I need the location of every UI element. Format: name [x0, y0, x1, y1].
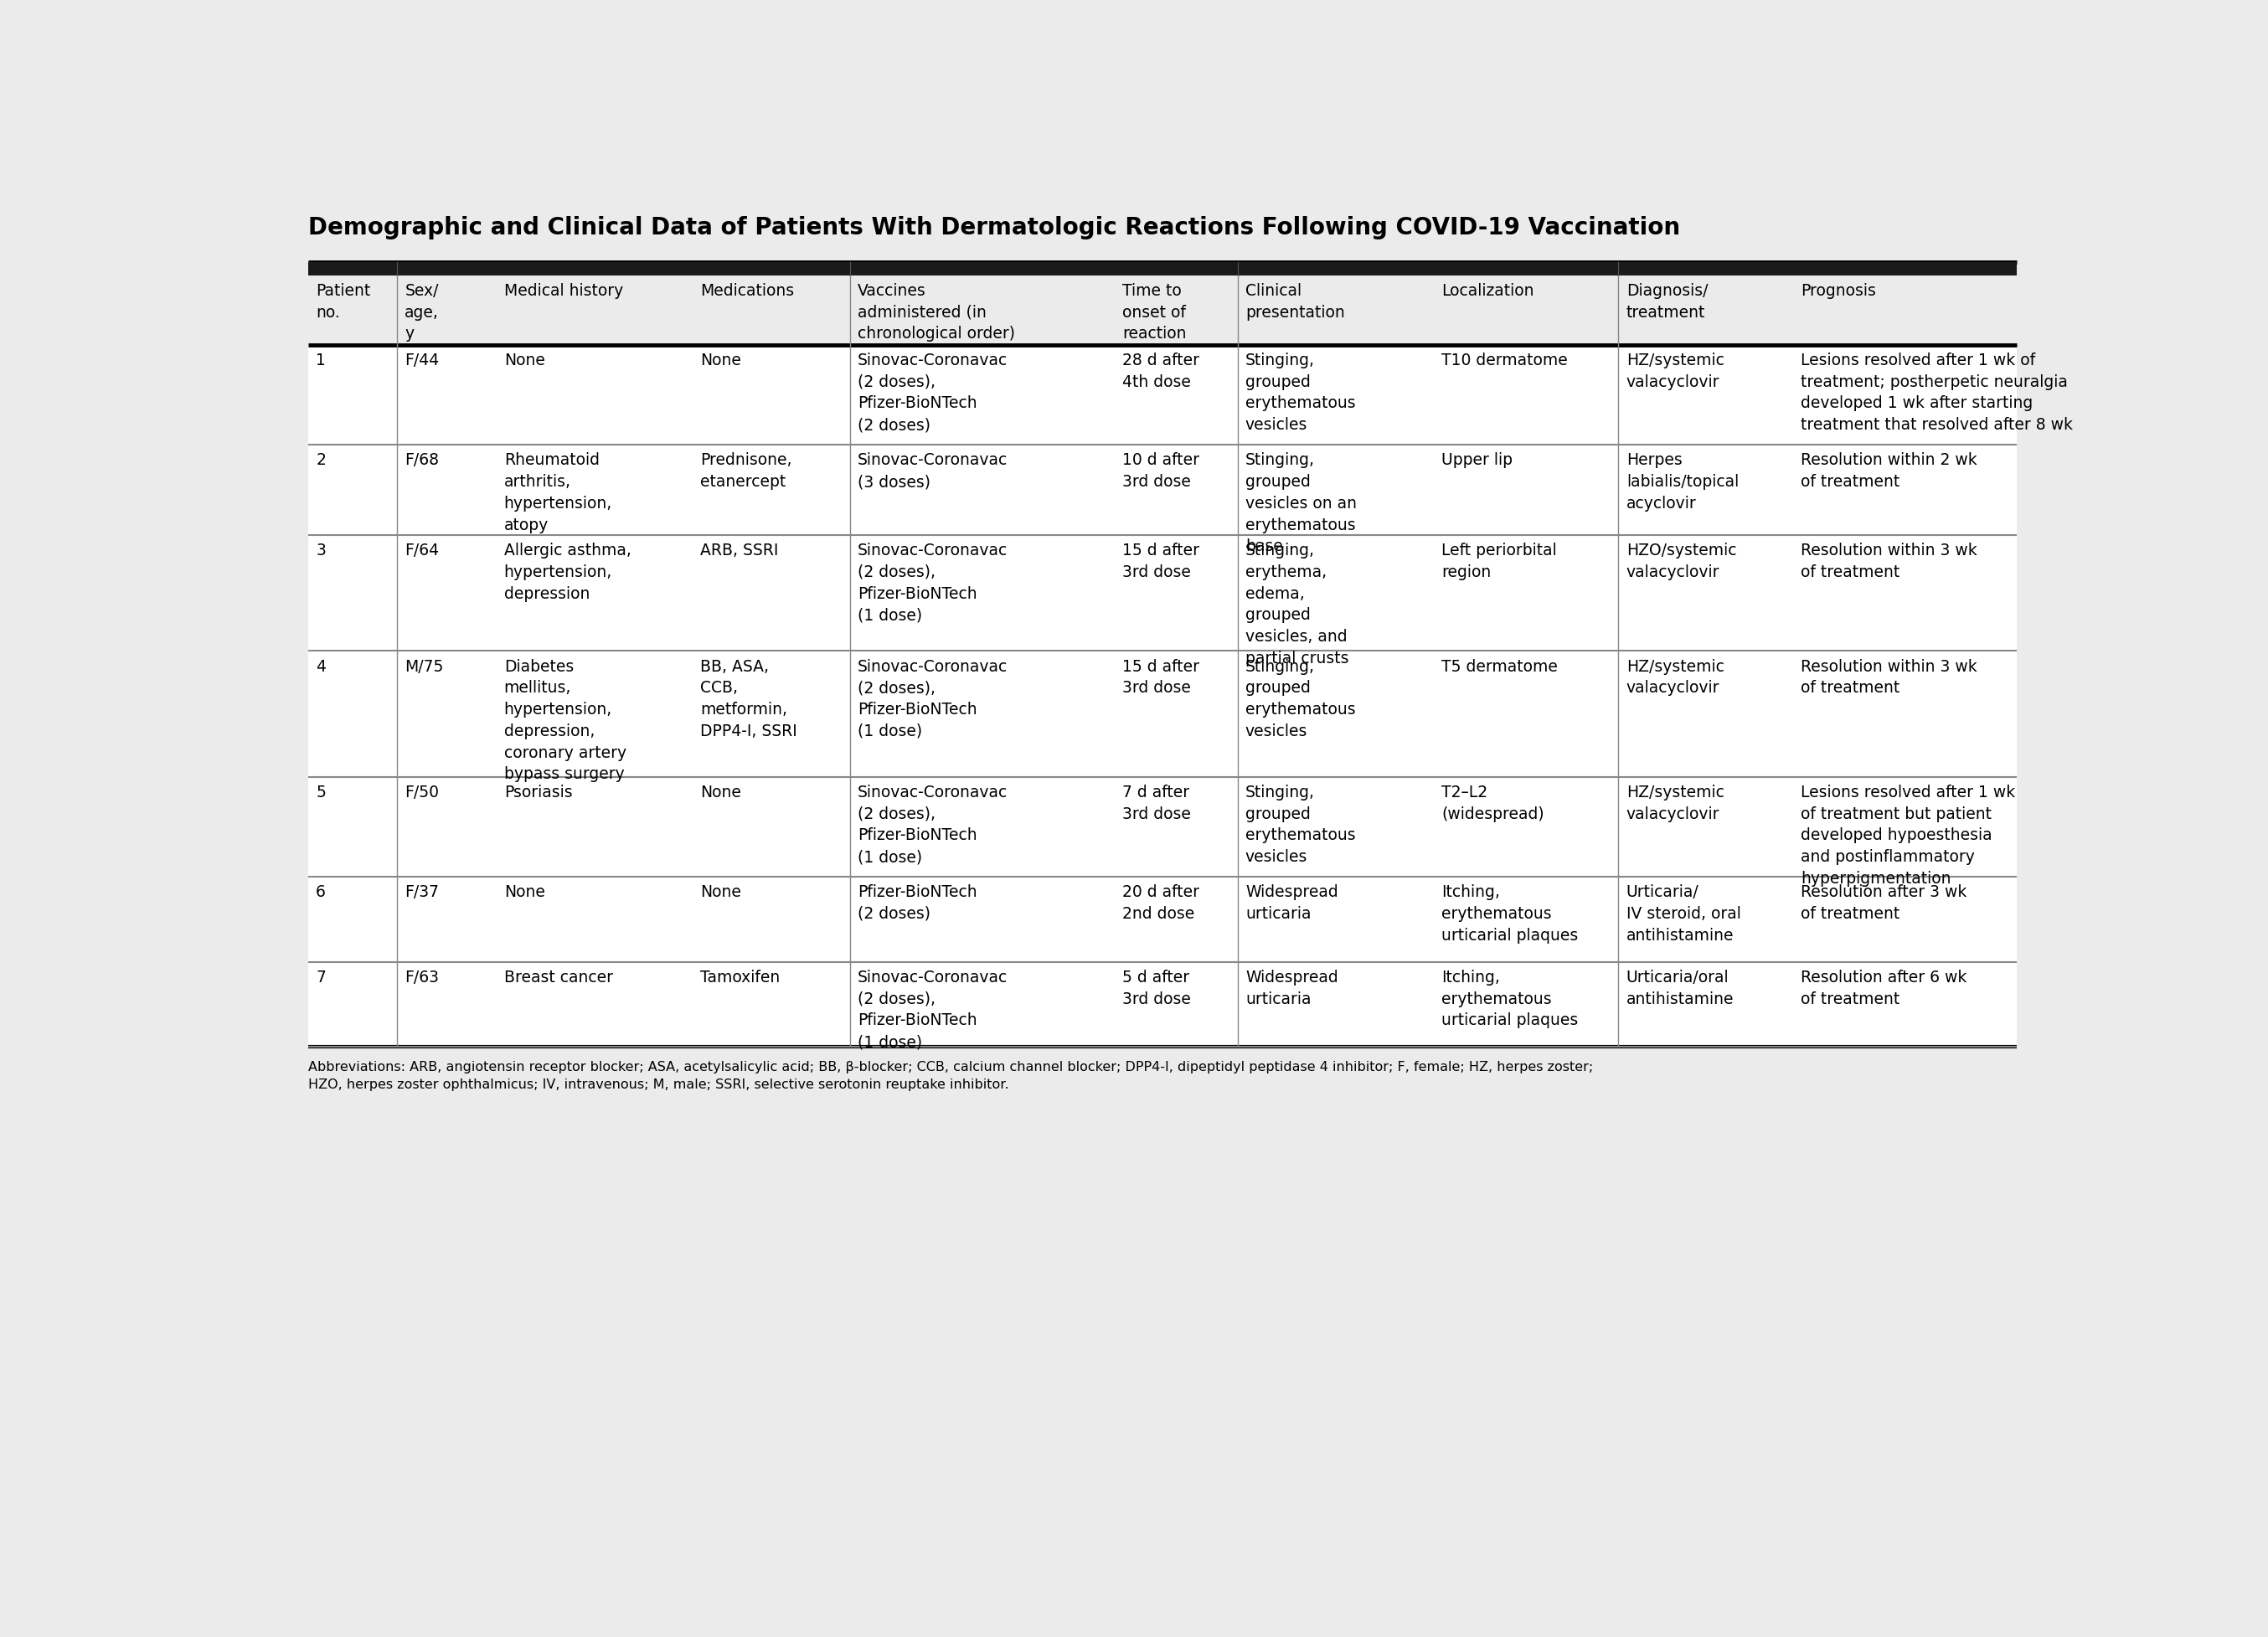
Text: Widespread
urticaria: Widespread urticaria: [1245, 884, 1338, 922]
Text: F/50: F/50: [404, 784, 440, 800]
Text: Resolution within 2 wk
of treatment: Resolution within 2 wk of treatment: [1801, 452, 1978, 489]
Text: Sinovac-Coronavac
(3 doses): Sinovac-Coronavac (3 doses): [857, 452, 1007, 489]
Text: Stinging,
grouped
erythematous
vesicles: Stinging, grouped erythematous vesicles: [1245, 784, 1356, 864]
Text: Clinical
presentation: Clinical presentation: [1245, 283, 1345, 321]
Text: None: None: [503, 352, 544, 368]
Text: Stinging,
grouped
erythematous
vesicles: Stinging, grouped erythematous vesicles: [1245, 658, 1356, 740]
Text: Sinovac-Coronavac
(2 doses),
Pfizer-BioNTech
(1 dose): Sinovac-Coronavac (2 doses), Pfizer-BioN…: [857, 543, 1007, 624]
Bar: [308, 262, 2016, 275]
Bar: [308, 877, 2016, 963]
Text: Itching,
erythematous
urticarial plaques: Itching, erythematous urticarial plaques: [1442, 884, 1579, 943]
Text: F/37: F/37: [404, 884, 440, 900]
Text: F/64: F/64: [404, 543, 440, 558]
Text: Patient
no.: Patient no.: [315, 283, 370, 321]
Text: None: None: [503, 884, 544, 900]
Text: Abbreviations: ARB, angiotensin receptor blocker; ASA, acetylsalicylic acid; BB,: Abbreviations: ARB, angiotensin receptor…: [308, 1061, 1592, 1092]
Text: 7: 7: [315, 969, 327, 985]
Text: Stinging,
grouped
vesicles on an
erythematous
base: Stinging, grouped vesicles on an erythem…: [1245, 452, 1356, 555]
Text: 2: 2: [315, 452, 327, 468]
Text: Left periorbital
region: Left periorbital region: [1442, 543, 1558, 579]
Text: HZ/systemic
valacyclovir: HZ/systemic valacyclovir: [1626, 658, 1724, 696]
Text: 20 d after
2nd dose: 20 d after 2nd dose: [1123, 884, 1200, 922]
Bar: [308, 445, 2016, 535]
Text: Medications: Medications: [701, 283, 794, 298]
Text: Lesions resolved after 1 wk of
treatment; postherpetic neuralgia
developed 1 wk : Lesions resolved after 1 wk of treatment…: [1801, 352, 2073, 434]
Text: Prednisone,
etanercept: Prednisone, etanercept: [701, 452, 792, 489]
Text: Prognosis: Prognosis: [1801, 283, 1876, 298]
Text: F/63: F/63: [404, 969, 440, 985]
Bar: [308, 345, 2016, 445]
Text: Upper lip: Upper lip: [1442, 452, 1513, 468]
Text: None: None: [701, 784, 742, 800]
Text: Sex/
age,
y: Sex/ age, y: [404, 283, 440, 342]
Text: Urticaria/
IV steroid, oral
antihistamine: Urticaria/ IV steroid, oral antihistamin…: [1626, 884, 1742, 943]
Text: Medical history: Medical history: [503, 283, 624, 298]
Text: Demographic and Clinical Data of Patients With Dermatologic Reactions Following : Demographic and Clinical Data of Patient…: [308, 216, 1681, 239]
Text: Breast cancer: Breast cancer: [503, 969, 612, 985]
Text: M/75: M/75: [404, 658, 445, 674]
Text: 5 d after
3rd dose: 5 d after 3rd dose: [1123, 969, 1191, 1007]
Text: 7 d after
3rd dose: 7 d after 3rd dose: [1123, 784, 1191, 822]
Bar: [308, 652, 2016, 776]
Text: Localization: Localization: [1442, 283, 1535, 298]
Text: 1: 1: [315, 352, 327, 368]
Text: HZO/systemic
valacyclovir: HZO/systemic valacyclovir: [1626, 543, 1737, 579]
Text: Stinging,
grouped
erythematous
vesicles: Stinging, grouped erythematous vesicles: [1245, 352, 1356, 434]
Bar: [308, 963, 2016, 1048]
Text: F/44: F/44: [404, 352, 440, 368]
Text: Lesions resolved after 1 wk
of treatment but patient
developed hypoesthesia
and : Lesions resolved after 1 wk of treatment…: [1801, 784, 2016, 887]
Text: Tamoxifen: Tamoxifen: [701, 969, 780, 985]
Text: T2–L2
(widespread): T2–L2 (widespread): [1442, 784, 1545, 822]
Text: Stinging,
erythema,
edema,
grouped
vesicles, and
partial crusts: Stinging, erythema, edema, grouped vesic…: [1245, 543, 1349, 666]
Text: Vaccines
administered (in
chronological order): Vaccines administered (in chronological …: [857, 283, 1016, 342]
Text: Pfizer-BioNTech
(2 doses): Pfizer-BioNTech (2 doses): [857, 884, 978, 922]
Text: HZ/systemic
valacyclovir: HZ/systemic valacyclovir: [1626, 352, 1724, 390]
Text: T5 dermatome: T5 dermatome: [1442, 658, 1558, 674]
Text: 10 d after
3rd dose: 10 d after 3rd dose: [1123, 452, 1200, 489]
Text: ARB, SSRI: ARB, SSRI: [701, 543, 778, 558]
Text: Diabetes
mellitus,
hypertension,
depression,
coronary artery
bypass surgery: Diabetes mellitus, hypertension, depress…: [503, 658, 626, 782]
Text: 5: 5: [315, 784, 327, 800]
Text: 4: 4: [315, 658, 327, 674]
Text: 28 d after
4th dose: 28 d after 4th dose: [1123, 352, 1200, 390]
Text: Itching,
erythematous
urticarial plaques: Itching, erythematous urticarial plaques: [1442, 969, 1579, 1028]
Text: Rheumatoid
arthritis,
hypertension,
atopy: Rheumatoid arthritis, hypertension, atop…: [503, 452, 612, 534]
Text: 15 d after
3rd dose: 15 d after 3rd dose: [1123, 543, 1200, 579]
Text: Widespread
urticaria: Widespread urticaria: [1245, 969, 1338, 1007]
Text: Sinovac-Coronavac
(2 doses),
Pfizer-BioNTech
(1 dose): Sinovac-Coronavac (2 doses), Pfizer-BioN…: [857, 784, 1007, 864]
Text: BB, ASA,
CCB,
metformin,
DPP4-I, SSRI: BB, ASA, CCB, metformin, DPP4-I, SSRI: [701, 658, 798, 740]
Text: Resolution within 3 wk
of treatment: Resolution within 3 wk of treatment: [1801, 543, 1978, 579]
Text: F/68: F/68: [404, 452, 440, 468]
Text: 6: 6: [315, 884, 327, 900]
Bar: [308, 535, 2016, 652]
Text: Resolution within 3 wk
of treatment: Resolution within 3 wk of treatment: [1801, 658, 1978, 696]
Text: 15 d after
3rd dose: 15 d after 3rd dose: [1123, 658, 1200, 696]
Text: None: None: [701, 884, 742, 900]
Text: HZ/systemic
valacyclovir: HZ/systemic valacyclovir: [1626, 784, 1724, 822]
Text: Resolution after 3 wk
of treatment: Resolution after 3 wk of treatment: [1801, 884, 1966, 922]
Text: T10 dermatome: T10 dermatome: [1442, 352, 1567, 368]
Text: Psoriasis: Psoriasis: [503, 784, 572, 800]
Bar: [308, 275, 2016, 345]
Text: Urticaria/oral
antihistamine: Urticaria/oral antihistamine: [1626, 969, 1735, 1007]
Text: Sinovac-Coronavac
(2 doses),
Pfizer-BioNTech
(2 doses): Sinovac-Coronavac (2 doses), Pfizer-BioN…: [857, 352, 1007, 434]
Text: Resolution after 6 wk
of treatment: Resolution after 6 wk of treatment: [1801, 969, 1966, 1007]
Text: Time to
onset of
reaction: Time to onset of reaction: [1123, 283, 1186, 342]
Text: Diagnosis/
treatment: Diagnosis/ treatment: [1626, 283, 1708, 321]
Text: 3: 3: [315, 543, 327, 558]
Text: Allergic asthma,
hypertension,
depression: Allergic asthma, hypertension, depressio…: [503, 543, 631, 602]
Text: Sinovac-Coronavac
(2 doses),
Pfizer-BioNTech
(1 dose): Sinovac-Coronavac (2 doses), Pfizer-BioN…: [857, 658, 1007, 740]
Text: None: None: [701, 352, 742, 368]
Text: Herpes
labialis/topical
acyclovir: Herpes labialis/topical acyclovir: [1626, 452, 1740, 511]
Bar: [308, 776, 2016, 877]
Text: Sinovac-Coronavac
(2 doses),
Pfizer-BioNTech
(1 dose): Sinovac-Coronavac (2 doses), Pfizer-BioN…: [857, 969, 1007, 1049]
